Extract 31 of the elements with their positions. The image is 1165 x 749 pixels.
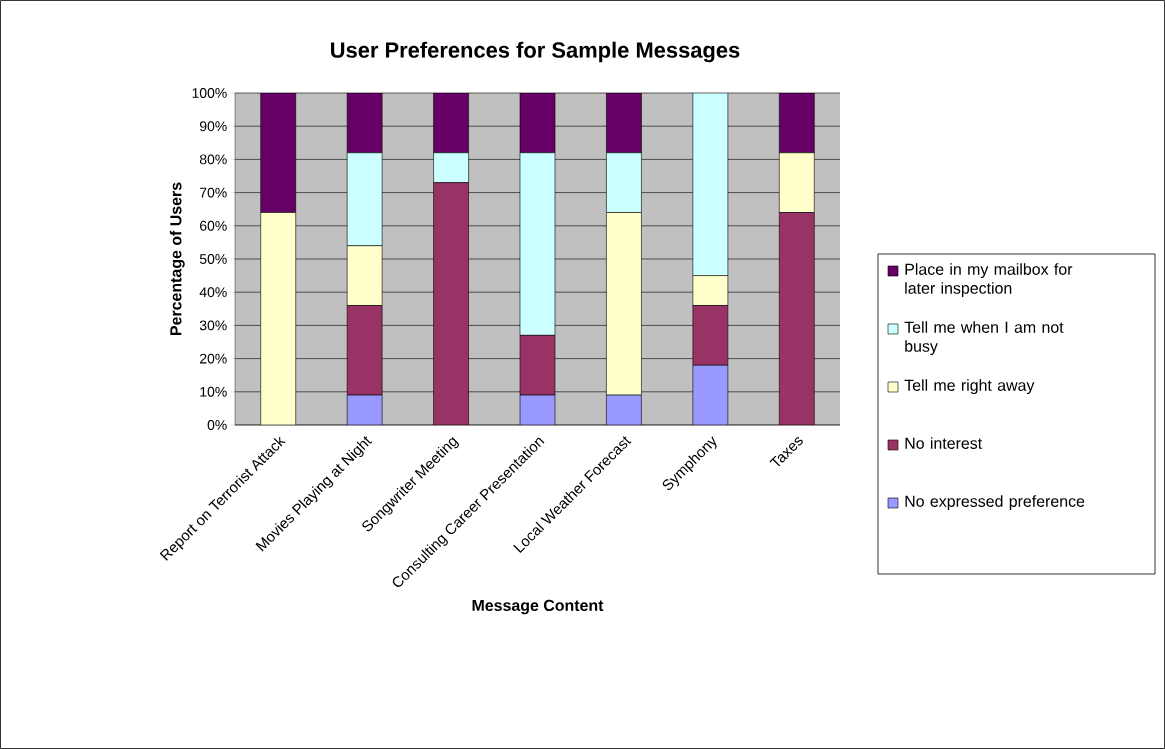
bar	[606, 152, 642, 213]
bar	[692, 305, 729, 366]
bar	[692, 93, 729, 276]
legend-label: Tell me when I am not busy	[904, 321, 1064, 355]
x-axis-title: Message Content	[472, 599, 604, 615]
bar	[346, 305, 383, 396]
y-tick-label: 20%	[200, 353, 227, 364]
y-tick-label: 50%	[199, 254, 227, 264]
y-tick-label: 0%	[207, 420, 227, 430]
y-tick-label: 30%	[199, 320, 227, 331]
bar	[519, 152, 556, 336]
bar	[519, 335, 556, 396]
y-tick-label: 70%	[200, 187, 227, 198]
legend-label: Tell me right away	[904, 379, 1035, 395]
legend-label: No expressed preference	[905, 495, 1085, 511]
chart-title: User Preferences for Sample Messages	[331, 41, 740, 63]
y-tick-label: 90%	[199, 121, 227, 132]
bar	[433, 182, 469, 425]
y-tick-label: 100%	[192, 88, 227, 98]
y-tick-label: 10%	[200, 386, 227, 397]
bar	[433, 152, 469, 183]
bar	[692, 364, 729, 425]
y-tick-label: 80%	[199, 154, 227, 165]
bar	[778, 212, 815, 425]
bar	[346, 152, 383, 247]
y-tick-label: 40%	[199, 287, 227, 298]
y-tick-label: 60%	[200, 220, 227, 231]
bar	[606, 394, 642, 425]
legend-label: No interest	[905, 437, 983, 449]
legend-label: Place in my mailbox for later inspection	[905, 263, 1073, 297]
y-axis-title: Percentage of Users	[169, 182, 185, 336]
